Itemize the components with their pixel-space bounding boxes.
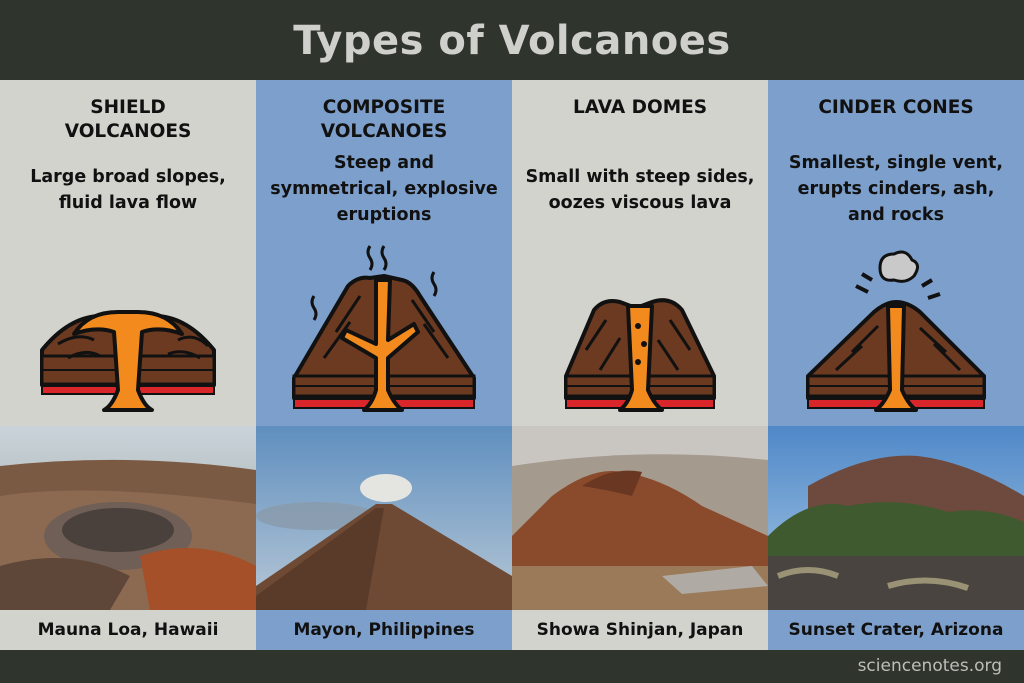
composite-volcano-icon	[292, 245, 476, 412]
example-caption: Mauna Loa, Hawaii	[0, 610, 256, 650]
column-composite-volcanoes: COMPOSITE VOLCANOES Steep and symmetrica…	[256, 80, 512, 650]
shield-volcano-icon	[40, 310, 216, 412]
column-lava-domes: LAVA DOMES Small with steep sides, oozes…	[512, 80, 768, 650]
volcano-type-name: CINDER CONES	[818, 97, 974, 118]
photo-mauna-loa	[0, 426, 256, 610]
volcano-type-name: LAVA DOMES	[572, 97, 708, 118]
volcano-type-name: COMPOSITE VOLCANOES	[320, 97, 448, 142]
photo-sunset-crater	[768, 426, 1024, 610]
example-caption: Showa Shinjan, Japan	[512, 610, 768, 650]
photo-showa-shinjan	[512, 426, 768, 610]
volcano-type-description: Steep and symmetrical, explosive eruptio…	[270, 153, 498, 225]
lava-dome-icon	[564, 298, 716, 412]
column-cinder-cones: CINDER CONES Smallest, single vent, erup…	[768, 80, 1024, 650]
volcano-type-name: SHIELD VOLCANOES	[64, 97, 192, 142]
source-credit: sciencenotes.org	[857, 656, 1002, 676]
volcano-type-description: Large broad slopes, fluid lava flow	[30, 167, 226, 213]
page-title: Types of Volcanoes	[293, 18, 731, 64]
column-shield-volcanoes: SHIELD VOLCANOES Large broad slopes, flu…	[0, 80, 256, 650]
example-caption: Mayon, Philippines	[256, 610, 512, 650]
volcano-type-description: Smallest, single vent, erupts cinders, a…	[788, 153, 1004, 225]
photo-mayon	[256, 426, 512, 610]
cinder-cone-icon	[806, 250, 986, 412]
volcano-type-description: Small with steep sides, oozes viscous la…	[525, 167, 755, 213]
example-caption: Sunset Crater, Arizona	[768, 610, 1024, 650]
